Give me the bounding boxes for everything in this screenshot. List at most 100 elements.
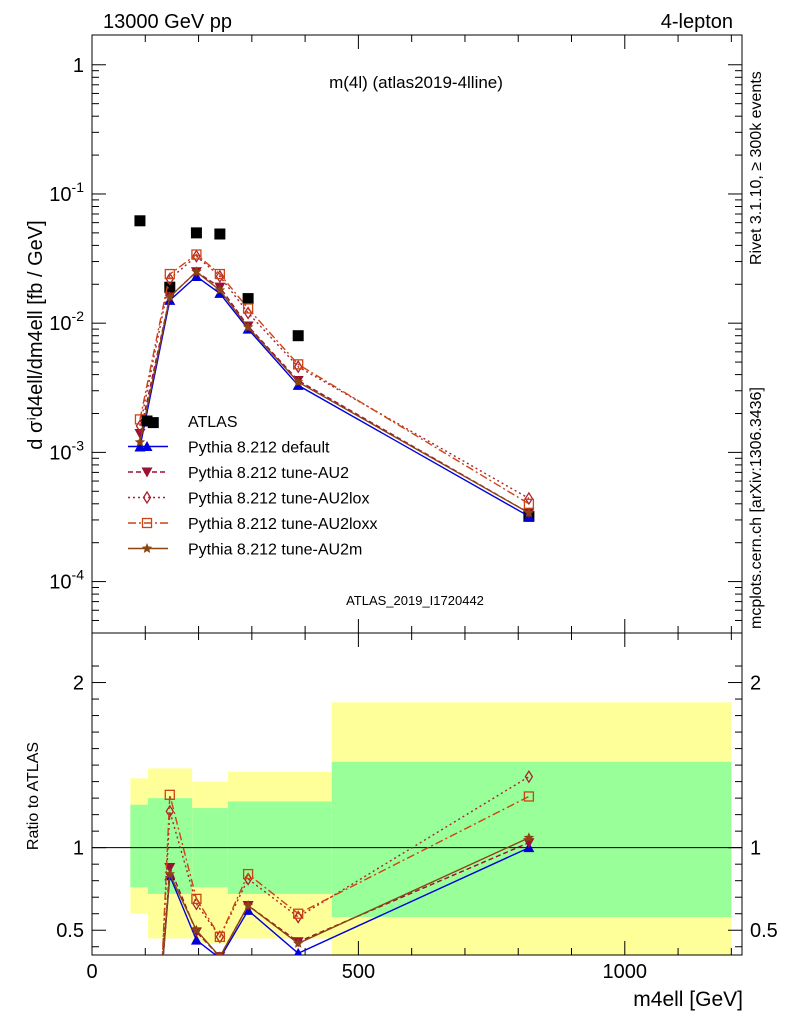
ratio-point: [292, 937, 304, 948]
ratio-point: [165, 804, 175, 819]
data-point: [164, 291, 176, 302]
legend-label: Pythia 8.212 tune-AU2lox: [188, 491, 369, 508]
main-ytick-label: 1: [73, 55, 84, 77]
ratio-ytick-label-right: 1: [750, 838, 761, 860]
data-point: [192, 249, 201, 263]
data-point: [523, 507, 535, 518]
ratio-point: [242, 868, 254, 880]
ratio-point: [293, 908, 304, 919]
ratio-ytick-label-right: 2: [750, 673, 761, 695]
x-axis-label: m4ell [GeV]: [633, 988, 743, 1011]
ratio-point: [294, 947, 303, 955]
main-ytick-label: 10-2: [49, 308, 84, 335]
ratio-series-line: [161, 794, 530, 955]
data-point: [134, 215, 146, 227]
header-left: 13000 GeV pp: [103, 11, 232, 33]
ratio-ytick-label-right: 0.5: [750, 920, 778, 942]
legend-entry: Pythia 8.212 tune-AU2loxx: [128, 516, 377, 533]
ratio-xtick-label: 1000: [603, 961, 648, 983]
ratio-point: [293, 910, 303, 924]
data-point: [214, 284, 226, 295]
rivet-label: Rivet 3.1.10, ≥ 300k events: [748, 71, 765, 265]
ratio-series-pythia-8-212-tune-au2m: [162, 832, 535, 955]
data-point: [164, 268, 175, 280]
series-line: [139, 255, 530, 500]
ratio-point: [164, 868, 176, 879]
legend: ATLAS Pythia 8.212 default Pythia 8.212 tu…: [128, 414, 377, 559]
legend-entry: Pythia 8.212 tune-AU2: [128, 465, 349, 482]
ratio-point: [191, 893, 202, 905]
ratio-band-green: [130, 804, 148, 888]
mcplots-label: mcplots.cern.ch [arXiv:1306.3436]: [748, 387, 765, 629]
legend-marker: [141, 415, 153, 427]
legend-marker: [141, 441, 153, 451]
ratio-point: [523, 832, 535, 843]
data-point: [292, 330, 304, 342]
legend-marker: [141, 467, 153, 478]
legend-entry: Pythia 8.212 default: [128, 440, 330, 457]
ratio-point: [214, 931, 226, 942]
data-point: [242, 321, 254, 332]
ratio-panel: 0 500 1000 0.5 0.5 1 1 2 2: [56, 632, 778, 983]
data-point: [214, 268, 226, 280]
legend-label: ATLAS: [188, 414, 238, 431]
header-right: 4-lepton: [661, 11, 733, 33]
ratio-point: [192, 897, 201, 911]
ratio-point: [524, 769, 534, 784]
legend-marker: [141, 517, 153, 529]
ratio-point: [215, 930, 225, 944]
analysis-label: ATLAS_2019_I1720442: [346, 593, 484, 608]
data-point: [293, 359, 304, 370]
data-point: [191, 249, 202, 260]
plot-title: m(4l) (atlas2019-4lline): [329, 73, 503, 92]
data-point: [215, 269, 225, 284]
legend-label: Pythia 8.212 tune-AU2: [188, 465, 349, 482]
legend-entry: Pythia 8.212 tune-AU2m: [128, 542, 362, 559]
series-pythia-8-212-tune-au2m: [134, 266, 535, 518]
legend-marker: [142, 490, 152, 505]
ratio-point: [191, 924, 202, 935]
ratio-ytick-label: 1: [73, 838, 84, 860]
legend-label: Pythia 8.212 default: [188, 440, 330, 457]
ratio-ylabel: Ratio to ATLAS: [25, 742, 42, 850]
ratio-xtick-label: 0: [86, 961, 97, 983]
data-point: [242, 303, 254, 314]
ratio-point: [523, 791, 535, 802]
ratio-point: [242, 899, 254, 910]
data-point: [524, 491, 534, 506]
legend-label: Pythia 8.212 tune-AU2m: [188, 542, 362, 559]
data-point: [164, 281, 176, 293]
ratio-frame: [91, 632, 743, 956]
main-ylabel: d σⁱd4ell/dm4ell [fb / GeV]: [25, 220, 47, 449]
ratio-xtick-label: 500: [342, 961, 375, 983]
legend-entry: ATLAS: [141, 414, 238, 431]
data-point: [214, 287, 226, 298]
ratio-point: [214, 951, 226, 955]
main-ytick-label: 10-3: [49, 437, 84, 464]
ratio-point: [190, 934, 202, 945]
main-ytick-label: 10-4: [49, 567, 84, 594]
data-point: [190, 227, 202, 239]
series-pythia-8-212-default: [134, 270, 535, 521]
legend-entry: Pythia 8.212 tune-AU2lox: [128, 491, 369, 508]
ratio-point: [243, 872, 253, 886]
legend-marker: [141, 543, 153, 553]
main-panel: 10-4 10-3 10-2 10-1 1: [49, 34, 743, 634]
data-point: [134, 436, 146, 447]
data-point: [191, 266, 202, 277]
main-ytick-label: 10-1: [49, 179, 84, 206]
data-point: [147, 417, 159, 429]
data-point: [165, 272, 175, 286]
ratio-series-pythia-8-212-tune-au2loxx: [161, 789, 535, 955]
ratio-point: [164, 789, 175, 800]
ratio-ytick-label: 0.5: [56, 920, 84, 942]
data-point: [292, 376, 304, 387]
legend-label: Pythia 8.212 tune-AU2loxx: [188, 516, 377, 533]
data-point: [214, 228, 226, 240]
series-line: [139, 253, 530, 505]
data-point: [293, 360, 303, 374]
ratio-ytick-label: 2: [73, 673, 84, 695]
data-point: [242, 293, 254, 305]
